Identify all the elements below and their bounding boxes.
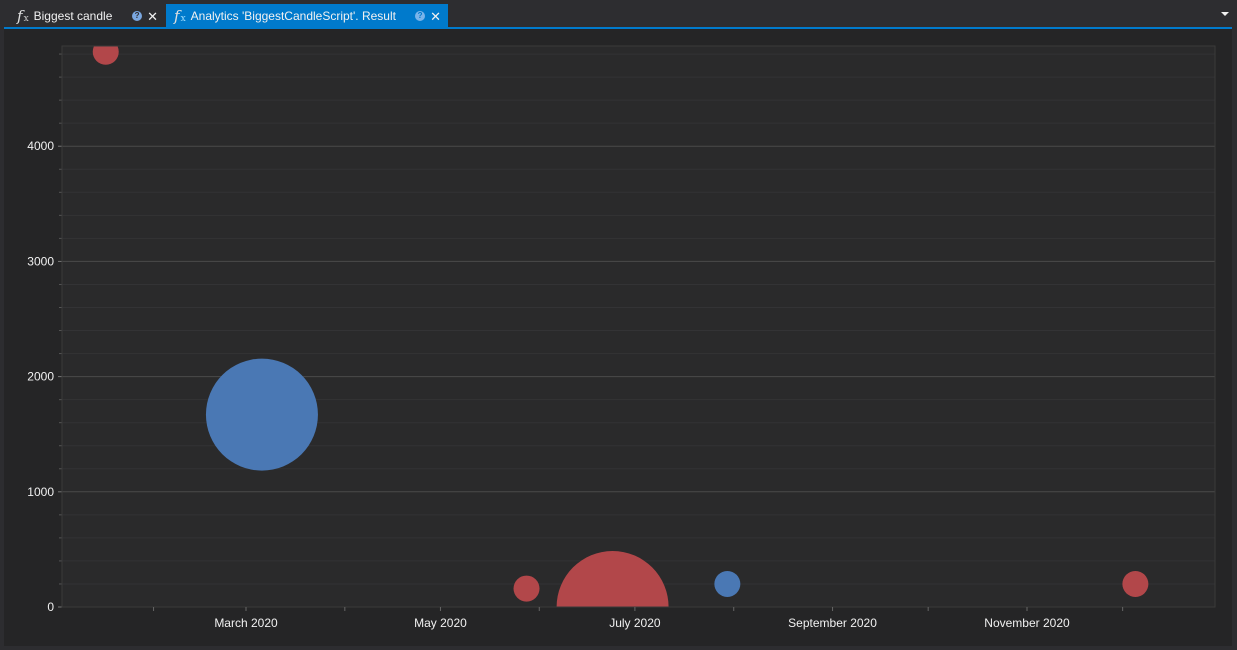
bubble-point[interactable] (513, 575, 540, 602)
tab-label: Biggest candle (33, 9, 113, 23)
x-tick-label: March 2020 (214, 616, 278, 630)
tab-label: Analytics 'BiggestCandleScript'. Result (190, 9, 396, 23)
y-tick-label: 4000 (27, 139, 54, 153)
y-tick-label: 2000 (27, 370, 54, 384)
dropdown-icon[interactable] (1221, 12, 1229, 16)
y-tick-label: 0 (47, 600, 54, 614)
bubble-point[interactable] (556, 551, 669, 650)
help-icon[interactable]: ? (415, 11, 426, 21)
bubble-point[interactable] (714, 570, 741, 597)
close-icon[interactable]: ✕ (147, 8, 158, 24)
bubble-point[interactable] (92, 39, 119, 65)
x-tick-label: November 2020 (984, 616, 1070, 630)
tab-accent-line (4, 27, 1232, 29)
y-tick-label: 3000 (27, 254, 54, 268)
x-tick-label: July 2020 (609, 616, 661, 630)
close-icon[interactable]: ✕ (430, 8, 441, 24)
bubble-point[interactable] (205, 358, 318, 471)
plot-area (62, 46, 1215, 607)
x-tick-label: September 2020 (788, 616, 877, 630)
plot-border (61, 45, 1216, 608)
x-tick-label: May 2020 (414, 616, 467, 630)
bubble-point[interactable] (1122, 570, 1149, 597)
help-icon[interactable]: ? (132, 11, 143, 21)
y-tick-label: 1000 (27, 485, 54, 499)
